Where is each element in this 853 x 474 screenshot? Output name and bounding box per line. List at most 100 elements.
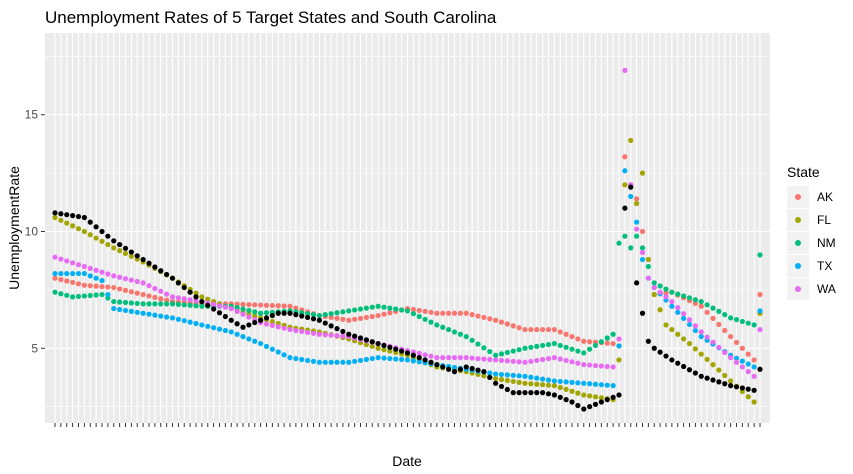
legend-label: NM — [817, 236, 836, 250]
data-point — [681, 311, 687, 317]
data-point — [99, 269, 105, 275]
data-point — [169, 275, 176, 281]
data-point — [281, 325, 287, 331]
data-point — [399, 348, 405, 354]
data-point — [240, 306, 246, 312]
data-point — [710, 339, 716, 345]
data-point — [669, 298, 675, 305]
data-point — [152, 312, 158, 318]
data-point — [504, 372, 510, 378]
data-point — [87, 265, 93, 272]
data-point — [393, 346, 399, 352]
data-point — [269, 312, 275, 319]
data-point — [175, 301, 181, 307]
data-point — [616, 336, 622, 342]
data-point — [722, 372, 728, 379]
data-point — [375, 312, 381, 319]
data-points — [52, 67, 763, 412]
data-point — [64, 258, 70, 264]
data-point — [446, 366, 452, 372]
data-point — [651, 291, 657, 298]
data-point — [451, 310, 458, 316]
data-point — [604, 340, 610, 346]
data-point — [340, 316, 346, 322]
data-point — [534, 375, 540, 381]
data-point — [493, 352, 499, 358]
data-point — [704, 356, 710, 362]
legend: State AK FL NM TX WA — [787, 164, 836, 300]
data-point — [751, 387, 757, 393]
data-point — [698, 329, 704, 335]
data-point — [134, 300, 140, 307]
data-point — [122, 287, 129, 293]
data-point — [263, 321, 270, 327]
y-tick-label: 10 — [25, 225, 39, 239]
data-point — [111, 238, 117, 244]
data-point — [369, 355, 375, 362]
data-point — [228, 317, 234, 323]
data-point — [316, 312, 322, 319]
data-point — [275, 349, 281, 355]
data-point — [99, 228, 105, 235]
data-point — [58, 256, 64, 262]
data-point — [70, 213, 76, 219]
data-point — [322, 312, 328, 318]
data-point — [710, 315, 716, 321]
data-point — [240, 311, 246, 317]
data-point — [540, 326, 546, 333]
data-point — [122, 250, 129, 257]
data-point — [117, 286, 123, 292]
data-point — [134, 309, 140, 315]
data-point — [634, 280, 640, 286]
data-point — [634, 219, 640, 225]
y-tick-label: 15 — [25, 108, 39, 122]
data-point — [404, 308, 411, 314]
data-point — [275, 303, 281, 309]
data-point — [399, 356, 405, 363]
data-point — [528, 358, 534, 364]
data-point — [281, 352, 287, 358]
data-point — [310, 330, 317, 336]
data-point — [328, 359, 334, 365]
data-point — [410, 352, 416, 358]
data-point — [622, 233, 628, 239]
data-point — [657, 349, 663, 355]
data-point — [328, 314, 334, 321]
data-point — [575, 390, 581, 396]
data-point — [440, 324, 446, 330]
data-point — [686, 317, 693, 323]
data-point — [58, 277, 64, 283]
data-point — [310, 358, 317, 364]
data-point — [181, 302, 187, 308]
data-point — [52, 275, 58, 281]
data-point — [722, 349, 728, 356]
data-point — [234, 305, 240, 311]
data-point — [616, 357, 622, 363]
data-point — [246, 322, 252, 328]
data-point — [704, 375, 710, 381]
data-point — [393, 306, 399, 312]
data-point — [128, 300, 134, 306]
data-point — [52, 289, 58, 295]
data-point — [246, 336, 252, 342]
data-point — [281, 303, 287, 309]
data-point — [557, 329, 563, 335]
data-point — [64, 220, 70, 226]
data-point — [128, 308, 134, 314]
data-point — [404, 357, 411, 363]
data-point — [510, 378, 516, 385]
data-point — [381, 311, 387, 317]
data-point — [299, 328, 305, 335]
data-point — [410, 311, 416, 317]
data-point — [293, 312, 299, 318]
data-point — [522, 359, 528, 365]
data-point — [252, 313, 258, 319]
data-point — [469, 355, 475, 361]
data-point — [416, 313, 422, 320]
data-point — [58, 270, 64, 277]
data-point — [87, 283, 93, 289]
data-point — [545, 391, 552, 397]
data-point — [152, 301, 158, 307]
data-point — [604, 363, 610, 370]
data-point — [164, 291, 170, 297]
